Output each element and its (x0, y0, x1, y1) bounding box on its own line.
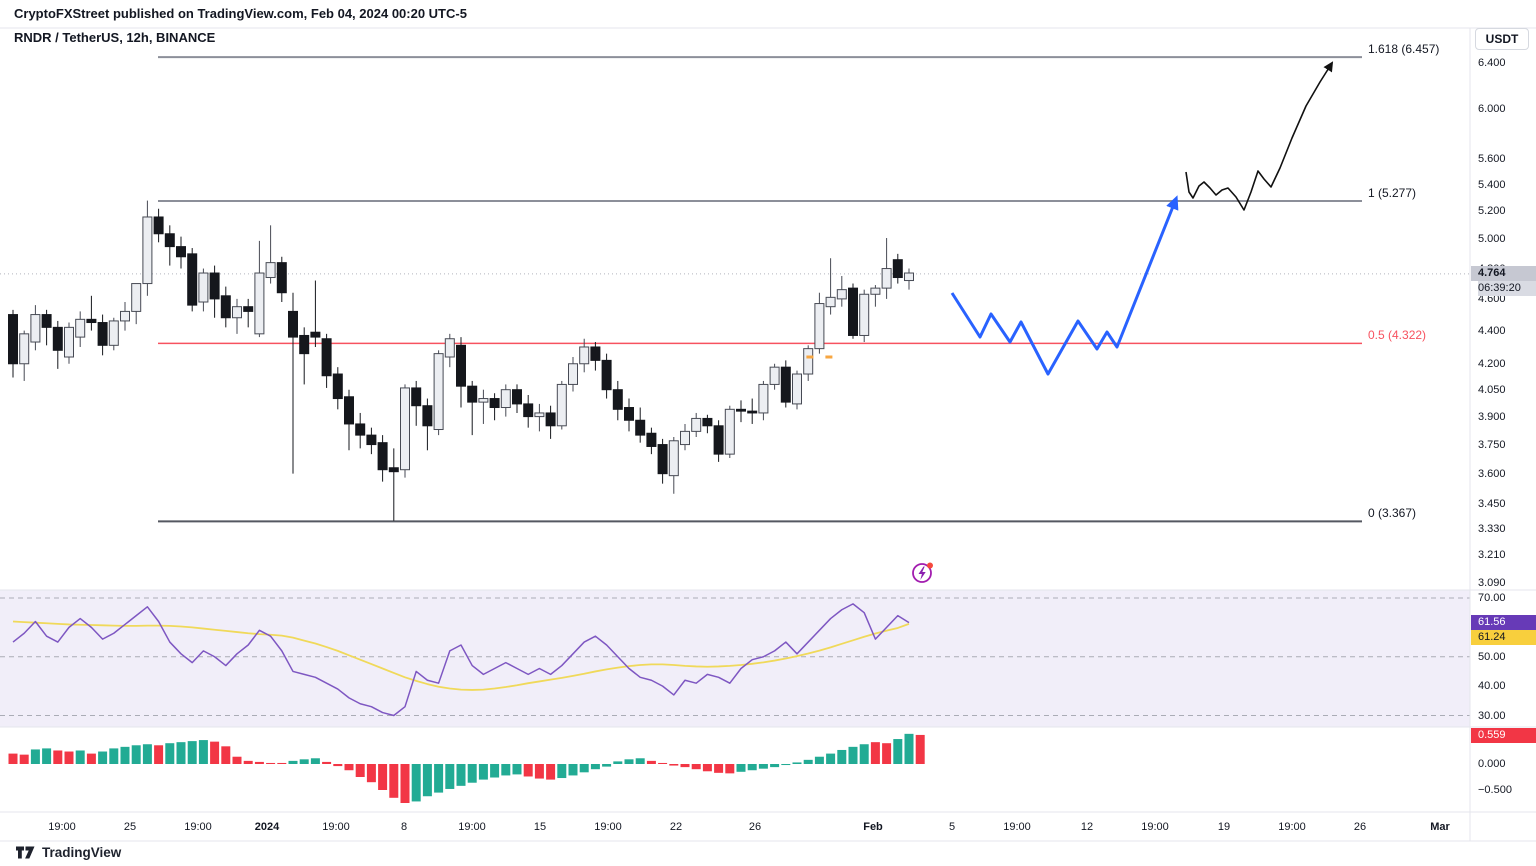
tradingview-logo-text: TradingView (42, 845, 122, 860)
pane-separators (0, 27, 1536, 842)
symbol-title: RNDR / TetherUS, 12h, BINANCE (14, 30, 216, 45)
flash-idea-icon[interactable] (912, 562, 933, 583)
candlestick-series (8, 200, 914, 521)
fib-retracement-drawing[interactable] (158, 56, 1362, 523)
order-marker (806, 355, 833, 359)
macd-histogram (8, 733, 925, 803)
currency-toggle-button[interactable]: USDT (1475, 28, 1529, 50)
black-projection-curve-drawing[interactable] (1185, 61, 1334, 211)
blue-projection-arrow-drawing[interactable] (950, 195, 1179, 376)
publish-info-bar: CryptoFXStreet published on TradingView.… (14, 6, 467, 21)
rsi-indicator (0, 597, 1470, 717)
tradingview-logo[interactable]: TradingView (16, 845, 121, 860)
tradingview-logo-icon (16, 846, 35, 859)
rsi-panel-background (0, 590, 1470, 727)
